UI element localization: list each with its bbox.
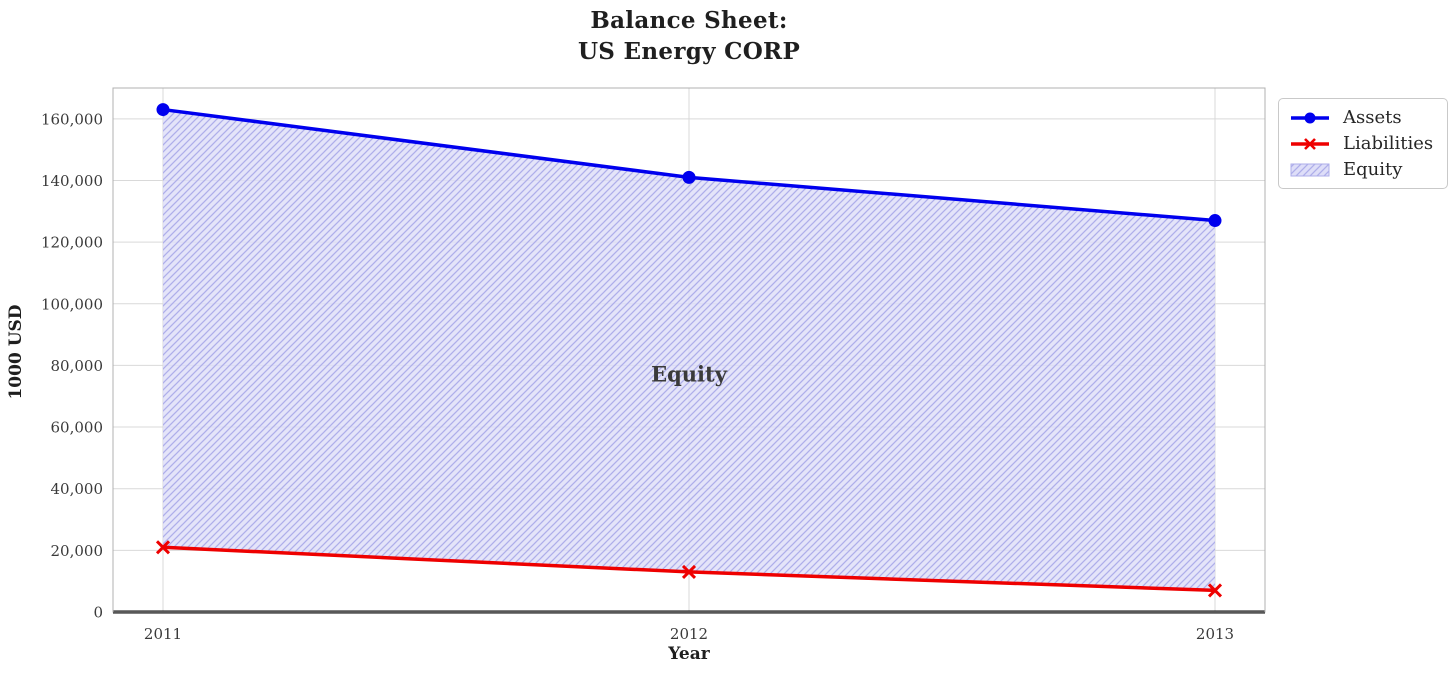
liabilities-marker (155, 540, 171, 555)
legend-label-liabilities: Liabilities (1343, 133, 1434, 154)
y-tick-label: 0 (93, 604, 103, 622)
y-tick-label: 140,000 (41, 172, 103, 190)
assets-line-swatch (1291, 112, 1329, 123)
legend-item-assets: Assets (1289, 107, 1437, 128)
plot-border (112, 87, 1266, 613)
y-tick-label: 40,000 (51, 480, 104, 498)
x-axis-label: Year (668, 644, 710, 664)
chart-title-line2: US Energy CORP (577, 38, 801, 65)
legend-label-assets: Assets (1343, 107, 1402, 128)
equity-area-label: Equity (651, 362, 728, 387)
assets-marker (1208, 214, 1222, 228)
liabilities-marker (1207, 583, 1223, 598)
x-tick-label: 2013 (1196, 625, 1234, 643)
x-tick-label: 2012 (670, 625, 708, 643)
y-tick-label: 100,000 (41, 295, 103, 313)
y-axis-label: 1000 USD (6, 304, 26, 400)
legend-item-equity: Equity (1289, 159, 1437, 180)
y-tick-label: 20,000 (51, 542, 104, 560)
y-tick-label: 80,000 (51, 357, 104, 375)
y-tick-label: 160,000 (41, 110, 103, 128)
y-tick-label: 120,000 (41, 234, 103, 252)
x-tick-label: 2011 (144, 625, 182, 643)
assets-marker (682, 170, 696, 184)
y-tick-label: 60,000 (51, 419, 104, 437)
legend-item-liabilities: Liabilities (1289, 133, 1437, 154)
liabilities-line-swatch (1291, 137, 1329, 150)
chart-title-line1: Balance Sheet: (590, 7, 788, 34)
liabilities-marker (681, 564, 697, 579)
equity-patch-swatch (1290, 163, 1330, 176)
assets-marker (156, 103, 170, 117)
legend-label-equity: Equity (1343, 159, 1403, 180)
plot-area: 0 20,000 40,000 60,000 80,000 100,000 120,000 1… (41, 87, 1266, 643)
equity-area (163, 109, 1215, 591)
legend: Assets Liabilities Equity (1278, 98, 1448, 189)
chart-title: Balance Sheet: US Energy CORP (113, 5, 1265, 67)
